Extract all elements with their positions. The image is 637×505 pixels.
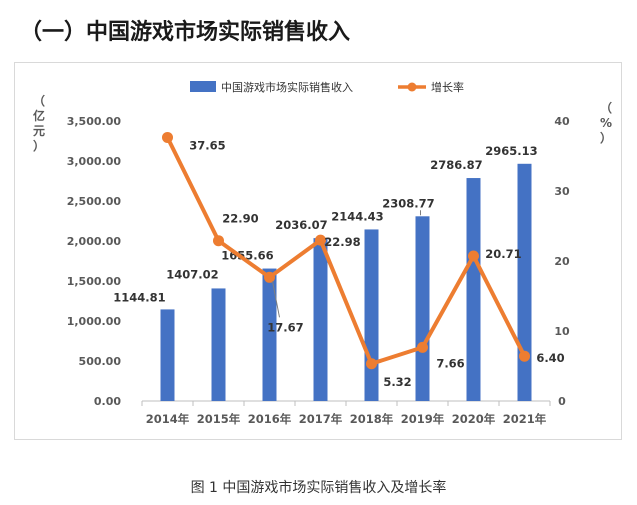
category-label: 2017年 [299, 412, 343, 426]
chart: 0.00 500.00 1,000.00 1,500.00 2,000.00 2,500.… [33, 80, 612, 426]
bar-value-label: 1407.02 [166, 267, 218, 281]
legend-line-label: 增长率 [431, 80, 464, 94]
category-label: 2014年 [146, 412, 190, 426]
line-value-label: 22.90 [222, 212, 258, 226]
line-value-label: 7.66 [436, 356, 464, 370]
left-tick-label: 3,500.00 [67, 115, 122, 128]
line-point [468, 250, 479, 262]
bar [160, 309, 175, 401]
legend-bar-label: 中国游戏市场实际销售收入 [221, 80, 353, 94]
bar [415, 216, 430, 401]
left-tick-label: 3,000.00 [67, 155, 122, 168]
bar-value-label: 2965.13 [485, 144, 537, 158]
bar-value-label: 2786.87 [430, 158, 482, 172]
right-tick-label: 20 [554, 255, 570, 268]
label-leader-line [272, 281, 280, 318]
category-label: 2021年 [503, 412, 547, 426]
category-label: 2020年 [452, 412, 496, 426]
bar [364, 229, 379, 401]
line-value-label: 17.67 [267, 320, 303, 334]
left-tick-label: 0.00 [94, 395, 121, 408]
left-tick-label: 1,500.00 [67, 275, 122, 288]
growth-line [165, 136, 527, 366]
legend-bar-swatch [190, 81, 216, 92]
bar [211, 288, 226, 401]
right-axis-title: （%） [600, 100, 612, 145]
right-tick-label: 10 [554, 325, 570, 338]
bar-value-label: 2308.77 [382, 196, 434, 210]
section-heading: （一）中国游戏市场实际销售收入 [20, 20, 351, 45]
bar-value-label: 2144.43 [331, 209, 383, 223]
right-tick-label: 40 [554, 115, 570, 128]
line-point [264, 271, 275, 283]
category-label: 2015年 [197, 412, 241, 426]
line-point [366, 358, 377, 370]
left-tick-label: 2,500.00 [67, 195, 122, 208]
category-label: 2018年 [350, 412, 394, 426]
line-value-label: 37.65 [189, 138, 225, 152]
right-tick-label: 0 [558, 395, 566, 408]
category-label: 2019年 [401, 412, 445, 426]
bar [262, 268, 277, 401]
bar [313, 238, 328, 401]
figure-caption: 图 1 中国游戏市场实际销售收入及增长率 [190, 480, 447, 496]
left-tick-label: 500.00 [79, 355, 122, 368]
left-axis-title: （亿元） [33, 93, 45, 153]
bar-value-label: 2036.07 [275, 218, 327, 232]
line-point [213, 235, 224, 247]
line-point [519, 350, 530, 362]
line-point [162, 131, 173, 143]
category-label: 2016年 [248, 412, 292, 426]
bar-value-label: 1144.81 [113, 290, 165, 304]
left-tick-label: 2,000.00 [67, 235, 122, 248]
line-value-label: 6.40 [536, 351, 564, 365]
left-tick-label: 1,000.00 [67, 315, 122, 328]
bar [466, 178, 481, 401]
line-value-label: 22.98 [324, 235, 360, 249]
line-value-label: 20.71 [485, 247, 521, 261]
right-tick-label: 30 [554, 185, 570, 198]
line-point [315, 234, 326, 246]
legend-line-marker [407, 82, 417, 92]
bar [517, 163, 532, 401]
line-value-label: 5.32 [383, 375, 411, 389]
chart-frame: 0.00 500.00 1,000.00 1,500.00 2,000.00 2,500.… [14, 62, 622, 440]
line-point [417, 341, 428, 353]
